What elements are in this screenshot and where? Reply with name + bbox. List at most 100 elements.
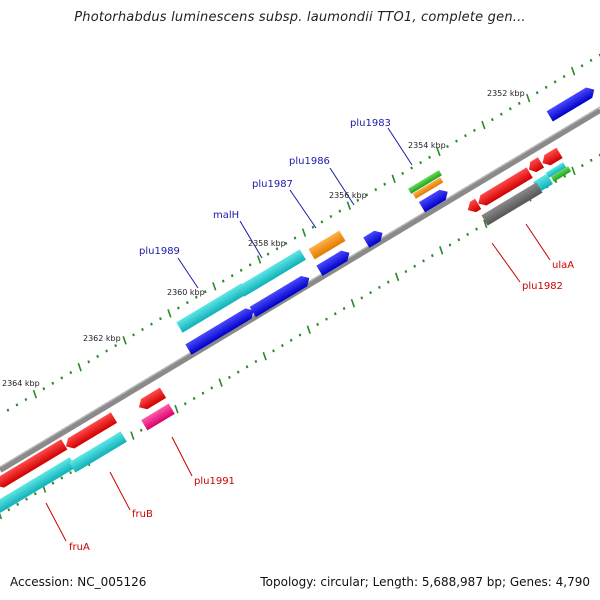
minor-tick xyxy=(448,243,452,247)
major-tick xyxy=(436,147,441,157)
minor-tick xyxy=(446,144,449,149)
minor-tick xyxy=(457,238,461,242)
minor-tick xyxy=(159,317,162,321)
minor-tick xyxy=(284,241,288,245)
minor-tick xyxy=(280,344,284,348)
minor-tick xyxy=(316,322,320,326)
minor-tick xyxy=(210,386,214,390)
minor-tick xyxy=(320,220,324,224)
minor-tick xyxy=(517,101,521,105)
minor-tick xyxy=(230,274,234,278)
gene-feature[interactable] xyxy=(185,305,256,355)
minor-tick xyxy=(69,371,73,375)
major-tick xyxy=(526,93,531,103)
minor-tick xyxy=(473,128,476,132)
gene-labels: plu1983 plu1986 plu1987 malH plu1989 ula… xyxy=(69,118,574,553)
gene-feature[interactable] xyxy=(418,187,451,213)
minor-tick xyxy=(508,107,512,111)
major-tick xyxy=(481,120,486,130)
gene-label-plu1982[interactable]: plu1982 xyxy=(522,281,563,292)
minor-tick xyxy=(266,252,270,256)
minor-tick xyxy=(333,312,337,316)
gene-feature[interactable] xyxy=(546,84,598,122)
gene-label-malH[interactable]: malH xyxy=(213,210,239,221)
minor-tick xyxy=(16,502,20,506)
gene-feature[interactable] xyxy=(63,412,118,451)
gene-feature[interactable] xyxy=(465,198,482,215)
minor-tick xyxy=(562,74,566,79)
minor-tick xyxy=(228,375,231,379)
major-tick xyxy=(301,228,307,237)
gene-label-plu1983[interactable]: plu1983 xyxy=(350,118,391,129)
major-tick xyxy=(212,282,217,291)
bp-label: 2358 kbp xyxy=(248,239,286,248)
major-tick xyxy=(32,389,38,399)
gene-feature[interactable] xyxy=(0,439,68,490)
gene-feature[interactable] xyxy=(481,182,543,226)
major-tick xyxy=(77,362,82,372)
gene-feature[interactable] xyxy=(526,157,545,174)
major-tick xyxy=(391,174,396,184)
minor-tick xyxy=(177,306,180,310)
minor-tick xyxy=(360,296,364,300)
major-tick xyxy=(167,309,172,318)
minor-tick xyxy=(7,508,11,512)
gene-feature[interactable] xyxy=(408,170,442,194)
minor-tick xyxy=(580,164,584,168)
minor-tick xyxy=(401,171,405,175)
minor-tick xyxy=(96,354,100,358)
minor-tick xyxy=(589,158,593,162)
minor-tick xyxy=(383,182,387,186)
minor-tick xyxy=(248,263,252,267)
gene-feature[interactable] xyxy=(550,166,572,182)
major-tick xyxy=(130,431,135,440)
major-tick xyxy=(350,298,356,308)
gene-feature[interactable] xyxy=(136,387,167,413)
minor-tick xyxy=(194,295,198,299)
gene-label-ulaA[interactable]: ulaA xyxy=(552,260,574,271)
minor-tick xyxy=(272,349,275,353)
minor-tick xyxy=(430,254,434,258)
minor-tick xyxy=(413,264,417,268)
minor-tick xyxy=(535,91,539,95)
minor-tick xyxy=(293,236,297,240)
minor-tick xyxy=(386,280,390,284)
gene-feature[interactable] xyxy=(176,283,248,333)
minor-tick xyxy=(51,481,55,485)
minor-tick xyxy=(464,134,467,138)
gene-feature[interactable] xyxy=(249,273,313,318)
minor-tick xyxy=(201,391,205,395)
gene-feature[interactable] xyxy=(539,147,563,169)
gene-feature[interactable] xyxy=(363,228,385,248)
gene-feature[interactable] xyxy=(316,248,352,276)
forward-strand-genes xyxy=(176,84,598,355)
gene-feature[interactable] xyxy=(141,403,175,431)
minor-tick xyxy=(192,396,196,401)
minor-tick xyxy=(114,344,117,348)
major-tick xyxy=(571,166,576,176)
gene-label-fruA[interactable]: fruA xyxy=(69,542,90,553)
gene-label-plu1991[interactable]: plu1991 xyxy=(194,476,235,487)
minor-tick xyxy=(245,365,249,369)
minor-tick xyxy=(410,166,413,170)
gene-feature[interactable] xyxy=(412,177,444,199)
gene-feature[interactable] xyxy=(0,457,76,513)
gene-feature[interactable] xyxy=(238,249,306,297)
minor-tick xyxy=(369,291,372,295)
gene-feature[interactable] xyxy=(545,162,567,178)
minor-tick xyxy=(428,155,431,159)
gene-feature[interactable] xyxy=(69,431,127,473)
minor-tick xyxy=(422,259,425,263)
gene-feature[interactable] xyxy=(308,230,346,260)
minor-tick xyxy=(51,381,55,385)
minor-tick xyxy=(544,85,548,89)
minor-tick xyxy=(87,360,91,364)
major-tick xyxy=(122,336,127,345)
gene-label-plu1989[interactable]: plu1989 xyxy=(139,246,180,257)
gene-label-plu1986[interactable]: plu1986 xyxy=(289,156,330,167)
gene-label-fruB[interactable]: fruB xyxy=(132,509,153,520)
gene-label-plu1987[interactable]: plu1987 xyxy=(252,179,293,190)
minor-tick xyxy=(289,338,293,342)
gene-feature[interactable] xyxy=(475,167,533,208)
map-title: Photorhabdus luminescens subsp. laumondi… xyxy=(74,10,526,25)
